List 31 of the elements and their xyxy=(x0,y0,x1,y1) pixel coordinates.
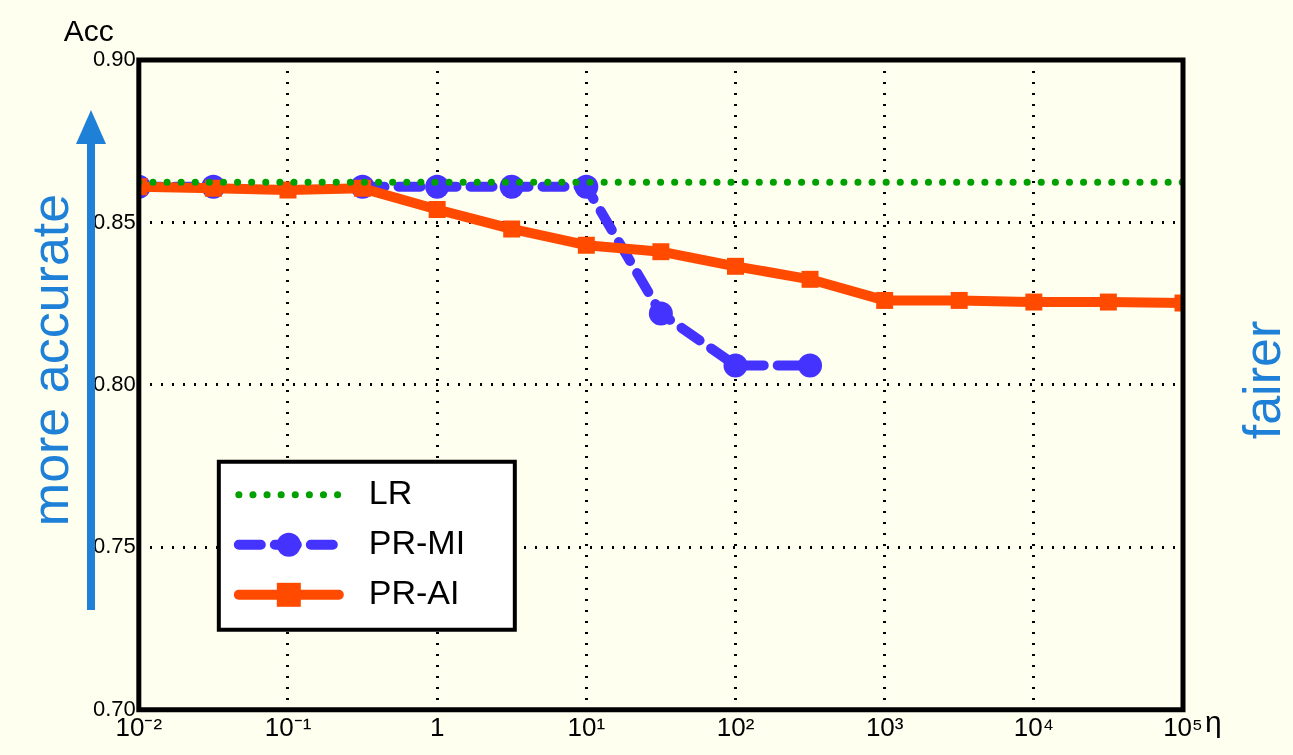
x-tick-label: 10² xyxy=(716,711,755,742)
legend-label: LR xyxy=(368,473,413,512)
x-tick-label: 10⁵ xyxy=(1163,711,1203,742)
point xyxy=(652,243,670,261)
y-tick-label: 0.90 xyxy=(92,46,136,72)
y-tick-label: 0.75 xyxy=(92,533,136,559)
legend-label: PR-AI xyxy=(368,573,460,612)
point xyxy=(950,291,968,309)
legend-label: PR-MI xyxy=(368,523,466,562)
x-tick-label: 10¹ xyxy=(567,711,606,742)
point xyxy=(648,301,673,326)
point xyxy=(577,236,595,254)
point xyxy=(727,257,744,275)
point xyxy=(503,220,521,238)
x-tick-label: 1 xyxy=(429,711,445,742)
y-tick-label: 0.80 xyxy=(92,370,136,396)
point xyxy=(1099,293,1117,311)
point xyxy=(801,270,819,288)
point xyxy=(723,353,748,378)
y-tick-label: 0.85 xyxy=(92,208,136,234)
x-axis-title: η xyxy=(1205,705,1222,739)
x-tick-label: 10⁻¹ xyxy=(264,711,312,742)
point xyxy=(428,200,446,218)
point xyxy=(798,353,823,378)
x-tick-label: 10³ xyxy=(865,711,904,742)
text: more accurate xyxy=(20,193,81,527)
point xyxy=(876,291,894,309)
point xyxy=(1025,293,1043,311)
text: fairer xyxy=(1232,320,1293,440)
y-axis-title: Acc xyxy=(63,14,114,48)
x-tick-label: 10⁴ xyxy=(1013,711,1054,742)
